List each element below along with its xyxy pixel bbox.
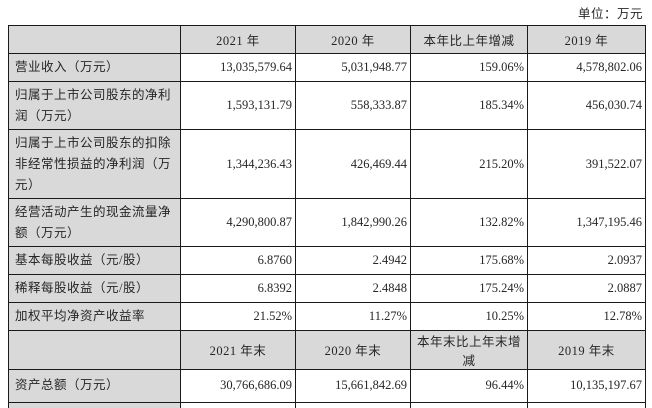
value-2020: 1,842,990.26 xyxy=(295,198,411,248)
value-yoy-change: 175.68% xyxy=(410,246,528,275)
value-2020: 2.4848 xyxy=(295,274,411,303)
row-label: 加权平均净资产收益率 xyxy=(8,301,181,331)
value-2020: 5,031,948.77 xyxy=(295,53,411,82)
value-2019: 3,813,498.39 xyxy=(527,401,646,408)
row-label: 归属于上市公司股东的扣除非经常性损益的净利润（万元） xyxy=(8,129,181,200)
value-2019: 1,347,195.46 xyxy=(527,198,646,248)
header-cell-2019-end: 2019 年末 xyxy=(527,329,646,370)
row-label: 营业收入（万元） xyxy=(8,53,181,82)
table-row-total-assets: 资产总额（万元） 30,766,686.09 15,661,842.69 96.… xyxy=(8,368,646,403)
value-2019: 2.0887 xyxy=(527,274,646,303)
table-row-net-assets: 归属于上市公司股东的净资产（万元） 8,451,327.13 6,420,729… xyxy=(8,401,646,408)
value-2021: 13,035,579.64 xyxy=(180,53,296,82)
value-yoy-change: 175.24% xyxy=(410,274,528,303)
header-cell-2021-end: 2021 年末 xyxy=(180,329,296,370)
table-row-revenue: 营业收入（万元） 13,035,579.64 5,031,948.77 159.… xyxy=(8,53,646,82)
value-2021: 30,766,686.09 xyxy=(180,368,296,403)
row-label: 资产总额（万元） xyxy=(8,368,181,403)
value-yoy-change: 185.34% xyxy=(410,80,528,131)
financial-summary-table: 2021 年 2020 年 本年比上年增减 2019 年 营业收入（万元） 13… xyxy=(8,25,646,408)
header-cell-2020: 2020 年 xyxy=(295,25,411,54)
value-2019: 4,578,802.06 xyxy=(527,53,646,82)
header-cell-yoy-change: 本年比上年增减 xyxy=(410,25,528,54)
value-2019: 10,135,197.67 xyxy=(527,368,646,403)
table-row-net-profit: 归属于上市公司股东的净利润（万元） 1,593,131.79 558,333.8… xyxy=(8,80,646,131)
value-yoy-change: 215.20% xyxy=(410,129,528,200)
value-yoy-change: 159.06% xyxy=(410,53,528,82)
value-2019: 391,522.07 xyxy=(527,129,646,200)
row-label: 基本每股收益（元/股） xyxy=(8,246,181,275)
value-2020: 11.27% xyxy=(295,301,411,331)
value-2020: 426,469.44 xyxy=(295,129,411,200)
value-2021: 21.52% xyxy=(180,301,296,331)
table-header-row-year-end: 2021 年末 2020 年末 本年末比上年末增减 2019 年末 xyxy=(8,329,646,370)
value-2021: 6.8392 xyxy=(180,274,296,303)
row-label: 归属于上市公司股东的净资产（万元） xyxy=(8,401,181,408)
value-2021: 4,290,800.87 xyxy=(180,198,296,248)
row-label: 归属于上市公司股东的净利润（万元） xyxy=(8,80,181,131)
value-2020: 558,333.87 xyxy=(295,80,411,131)
header-cell-2021: 2021 年 xyxy=(180,25,296,54)
table-row-basic-eps: 基本每股收益（元/股） 6.8760 2.4942 175.68% 2.0937 xyxy=(8,246,646,275)
value-2021: 8,451,327.13 xyxy=(180,401,296,408)
table-row-diluted-eps: 稀释每股收益（元/股） 6.8392 2.4848 175.24% 2.0887 xyxy=(8,274,646,303)
header-cell-year-end-change: 本年末比上年末增减 xyxy=(410,329,528,370)
row-label: 稀释每股收益（元/股） xyxy=(8,274,181,303)
header-cell-blank xyxy=(8,329,181,370)
value-yoy-change: 132.82% xyxy=(410,198,528,248)
value-2020: 6,420,729.94 xyxy=(295,401,411,408)
table-row-net-profit-excl-nonrecurring: 归属于上市公司股东的扣除非经常性损益的净利润（万元） 1,344,236.43 … xyxy=(8,129,646,200)
unit-label: 单位：万元 xyxy=(577,7,643,21)
header-cell-blank xyxy=(8,25,181,54)
value-2020: 15,661,842.69 xyxy=(295,368,411,403)
header-cell-2019: 2019 年 xyxy=(527,25,646,54)
table-header-row-annual: 2021 年 2020 年 本年比上年增减 2019 年 xyxy=(8,25,646,54)
value-2021: 6.8760 xyxy=(180,246,296,275)
value-yoy-change: 31.63% xyxy=(410,401,528,408)
table-row-operating-cash-flow: 经营活动产生的现金流量净额（万元） 4,290,800.87 1,842,990… xyxy=(8,198,646,248)
value-2019: 12.78% xyxy=(527,301,646,331)
value-2020: 2.4942 xyxy=(295,246,411,275)
value-2021: 1,344,236.43 xyxy=(180,129,296,200)
row-label: 经营活动产生的现金流量净额（万元） xyxy=(8,198,181,248)
value-2021: 1,593,131.79 xyxy=(180,80,296,131)
header-cell-2020-end: 2020 年末 xyxy=(295,329,411,370)
value-yoy-change: 96.44% xyxy=(410,368,528,403)
value-2019: 2.0937 xyxy=(527,246,646,275)
value-yoy-change: 10.25% xyxy=(410,301,528,331)
value-2019: 456,030.74 xyxy=(527,80,646,131)
table-row-weighted-avg-roe: 加权平均净资产收益率 21.52% 11.27% 10.25% 12.78% xyxy=(8,301,646,331)
